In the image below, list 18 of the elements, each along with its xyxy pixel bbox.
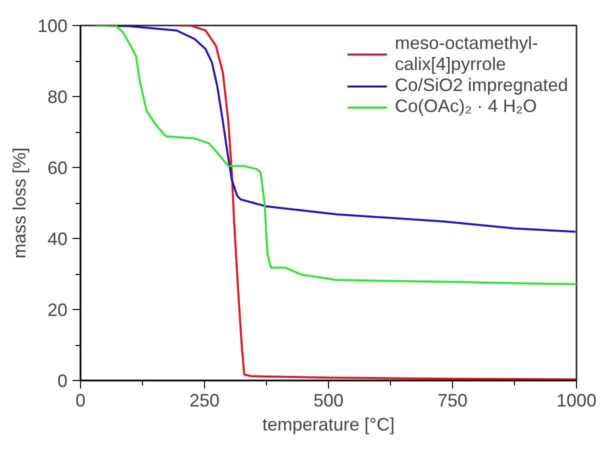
y-tick-label: 40 [47, 229, 68, 249]
legend-label: meso-octamethyl- calix[4]pyrrole [394, 33, 538, 75]
legend-label: Co(OAc)₂ · 4 H₂O [394, 96, 537, 117]
x-tick-label: 500 [313, 390, 344, 410]
x-tick-label: 0 [75, 390, 86, 410]
y-tick-label: 60 [47, 158, 68, 178]
y-tick-label: 100 [37, 16, 68, 36]
x-tick-label: 750 [437, 390, 468, 410]
y-axis-title: mass loss [%] [9, 147, 30, 259]
line-series [94, 26, 576, 286]
x-tick-label: 1000 [556, 390, 597, 410]
y-tick-label: 20 [47, 300, 68, 320]
line-series [178, 26, 576, 380]
y-tick-label: 0 [57, 371, 68, 391]
x-tick-label: 250 [189, 390, 220, 410]
x-axis-title: temperature [°C] [262, 414, 395, 434]
legend-label: Co/SiO2 impregnated [394, 75, 568, 96]
y-tick-label: 80 [47, 87, 68, 107]
